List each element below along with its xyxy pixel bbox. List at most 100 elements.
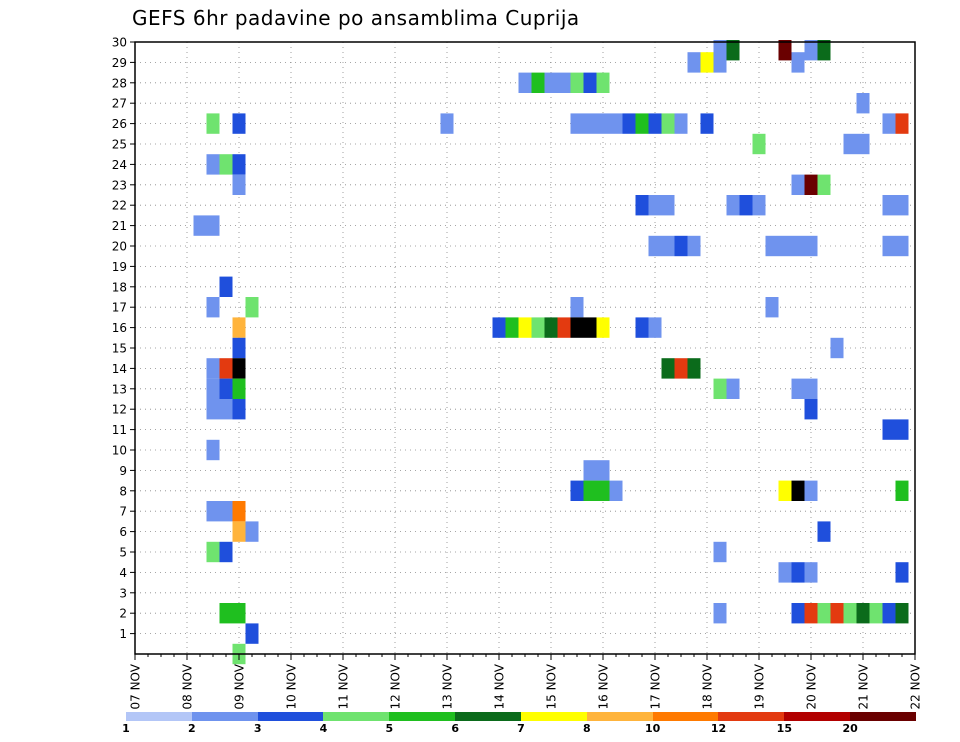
legend-swatch [126, 712, 192, 721]
heatmap-cell [245, 297, 259, 318]
heatmap-cell [648, 113, 662, 134]
heatmap-cell [570, 317, 584, 338]
y-tick-label: 7 [119, 505, 127, 519]
heatmap-cell [791, 562, 805, 583]
y-tick-label: 27 [112, 97, 127, 111]
legend-swatch [784, 712, 851, 721]
heatmap-cell [635, 317, 649, 338]
legend-labels: 1 2 3 4 5 6 7 8 10 12 15 20 [0, 722, 960, 738]
heatmap-cell [544, 317, 558, 338]
heatmap-cell [635, 195, 649, 216]
heatmap-cell [648, 235, 662, 257]
heatmap-cell [557, 317, 571, 338]
heatmap-cell [700, 113, 714, 134]
heatmap-cell [557, 72, 571, 93]
heatmap-cell [765, 235, 779, 257]
heatmap-cell [193, 215, 207, 236]
legend-label: 8 [583, 722, 591, 735]
heatmap-cell [778, 40, 792, 61]
heatmap-cell [661, 358, 675, 379]
legend-swatch [257, 712, 324, 721]
heatmap-cell [791, 235, 805, 257]
heatmap-cell [843, 133, 857, 155]
heatmap-cell [804, 480, 818, 501]
heatmap-cell [882, 419, 896, 440]
x-tick-label: 10 NOV [285, 663, 299, 709]
legend-label: 20 [842, 722, 858, 735]
heatmap-cell [687, 52, 701, 73]
heatmap-cell [895, 562, 909, 583]
legend-label: 15 [776, 722, 792, 735]
heatmap-cell [206, 541, 220, 563]
heatmap-cell [570, 480, 584, 501]
legend-label: 3 [253, 722, 262, 735]
heatmap-cell [440, 113, 454, 134]
y-tick-label: 1 [119, 627, 127, 641]
heatmap-cell [583, 113, 597, 134]
heatmap-cell [531, 317, 545, 338]
heatmap-cell [219, 378, 233, 399]
heatmap-cell [895, 603, 909, 624]
y-tick-label: 26 [112, 117, 127, 131]
heatmap-cell [492, 317, 506, 338]
heatmap-cell [570, 297, 584, 318]
legend-label: 12 [710, 722, 727, 735]
heatmap-cell [635, 113, 649, 134]
heatmap-cell [869, 603, 883, 624]
legend-label: 10 [645, 722, 661, 735]
y-tick-label: 6 [119, 525, 127, 539]
heatmap-cell [219, 541, 233, 563]
y-tick-label: 20 [112, 240, 127, 254]
legend-swatch [718, 712, 785, 721]
x-tick-label: 17 NOV [649, 663, 663, 709]
heatmap-cell [713, 378, 727, 399]
x-tick-label: 08 NOV [181, 663, 195, 709]
heatmap-cell [791, 480, 805, 501]
y-tick-label: 29 [112, 56, 127, 70]
heatmap-cell [206, 154, 220, 175]
y-tick-label: 13 [112, 382, 127, 396]
heatmap-cell [583, 72, 597, 93]
heatmap-cell [609, 480, 623, 501]
heatmap-cell [830, 337, 844, 359]
legend-swatch [586, 712, 653, 721]
heatmap-cell [219, 154, 233, 175]
heatmap-cell [804, 562, 818, 583]
heatmap-cell [232, 174, 246, 195]
y-tick-label: 18 [112, 280, 127, 294]
x-tick-label: 09 NOV [233, 663, 247, 709]
heatmap-cell [687, 235, 701, 257]
heatmap-cell [206, 399, 220, 420]
x-axis: 07 NOV 08 NOV 09 NOV 10 NOV 11 NOV 12 NOV 13 N… [129, 654, 923, 710]
heatmap-cell [804, 40, 818, 61]
y-tick-label: 4 [119, 566, 127, 580]
heatmap-cell [232, 358, 246, 379]
legend-swatch [191, 712, 258, 721]
x-tick-label: 16 NOV [597, 663, 611, 709]
x-tick-label: 14 NOV [493, 663, 507, 709]
heatmap-cell [206, 113, 220, 134]
legend-label: 6 [451, 722, 459, 735]
heatmap-cell [570, 72, 584, 93]
heatmap-cell [804, 174, 818, 195]
heatmap-cell [570, 113, 584, 134]
y-tick-label: 2 [119, 607, 127, 621]
y-tick-label: 5 [119, 546, 127, 560]
heatmap-cell [687, 358, 701, 379]
heatmap-cell [882, 235, 896, 257]
heatmap-cell [713, 541, 727, 563]
x-tick-label: 15 NOV [545, 663, 559, 709]
y-tick-label: 12 [112, 403, 127, 417]
heatmap-cell [895, 419, 909, 440]
heatmap-cell [804, 399, 818, 420]
heatmap-cell [895, 235, 909, 257]
heatmap-cell [583, 460, 597, 481]
heatmap-cell [856, 603, 870, 624]
heatmap-cell [206, 297, 220, 318]
y-tick-label: 16 [112, 321, 127, 335]
heatmap-cell [232, 521, 246, 542]
heatmap-cell [778, 480, 792, 501]
heatmap-cell [661, 113, 675, 134]
y-axis: 1234567891011121314151617181920212223242… [112, 36, 135, 641]
heatmap-cell [882, 113, 896, 134]
